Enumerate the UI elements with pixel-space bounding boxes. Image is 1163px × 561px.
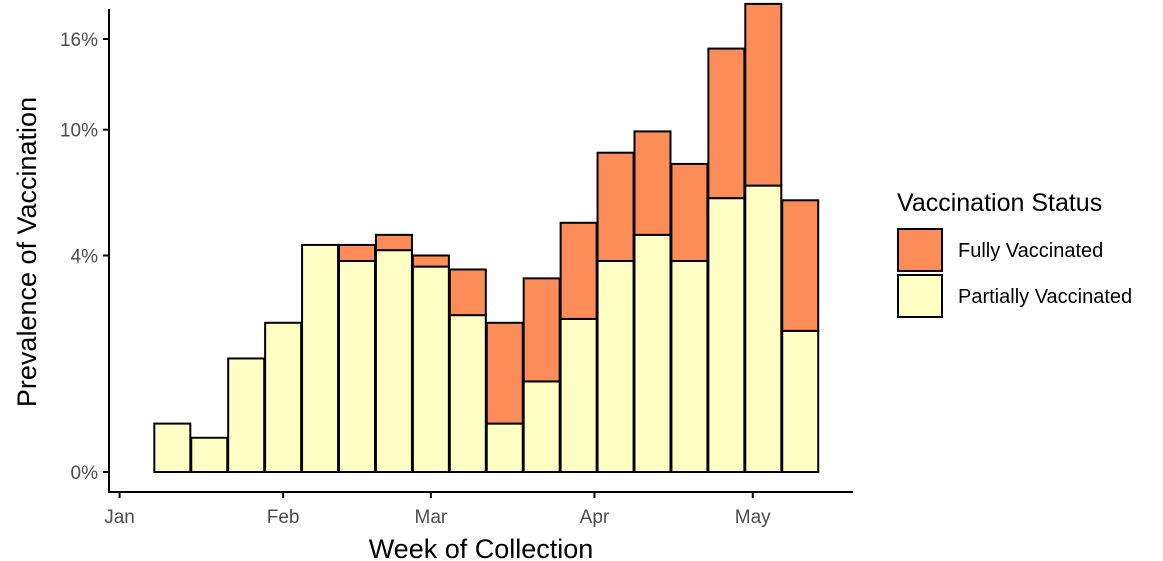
y-tick-label: 16% [60,30,98,51]
x-tick-label: Mar [415,507,448,528]
legend-label: Partially Vaccinated [958,286,1132,308]
bar-partially-vaccinated [633,233,672,473]
bar-partially-vaccinated [301,243,340,473]
bar-fully-vaccinated [448,268,487,317]
bar-fully-vaccinated [781,199,820,332]
x-ticks: Jan Feb Mar Apr May [104,492,771,528]
legend-swatch [897,274,943,318]
y-tick-label: 0% [71,463,99,484]
bar-fully-vaccinated [670,162,709,262]
x-axis-title: Week of Collection [369,534,594,561]
bar-fully-vaccinated [707,47,746,200]
bar-partially-vaccinated [374,249,413,473]
y-tick-label: 10% [60,121,98,142]
bar-partially-vaccinated [707,197,746,473]
bar-fully-vaccinated [374,233,413,252]
bar-partially-vaccinated [781,329,820,473]
bar-fully-vaccinated [744,2,783,187]
bar-partially-vaccinated [522,380,561,473]
legend-entries: Fully Vaccinated Partially Vaccinated [897,228,1132,318]
x-tick-label: Jan [104,507,135,528]
bar-partially-vaccinated [153,422,192,474]
y-ticks: 0% 4% 10% 16% [60,30,109,484]
bar-partially-vaccinated [264,321,303,473]
bar-partially-vaccinated [559,317,598,473]
bar-fully-vaccinated [559,221,598,320]
bar-fully-vaccinated [411,254,450,268]
bar-partially-vaccinated [227,357,266,473]
bar-partially-vaccinated [411,265,450,474]
bar-partially-vaccinated [448,314,487,474]
x-tick-label: May [735,507,771,528]
bar-fully-vaccinated [633,130,672,236]
y-tick-label: 4% [71,247,99,268]
y-axis-title: Prevalence of Vaccination [12,97,42,407]
bar-fully-vaccinated [485,321,524,425]
x-tick-label: Feb [267,507,300,528]
bars [153,2,820,474]
bar-partially-vaccinated [190,436,229,473]
bar-partially-vaccinated [744,184,783,474]
bar-fully-vaccinated [522,277,561,383]
bar-fully-vaccinated [596,151,635,262]
bar-fully-vaccinated [338,243,376,262]
bar-partially-vaccinated [485,422,524,474]
legend: Vaccination Status Fully Vaccinated Parti… [897,189,1132,318]
legend-label: Fully Vaccinated [958,240,1103,262]
legend-swatch [897,228,943,272]
bar-partially-vaccinated [596,259,635,473]
bar-partially-vaccinated [338,259,376,473]
legend-title: Vaccination Status [897,189,1102,217]
bar-partially-vaccinated [670,259,709,473]
x-tick-label: Apr [580,507,610,528]
